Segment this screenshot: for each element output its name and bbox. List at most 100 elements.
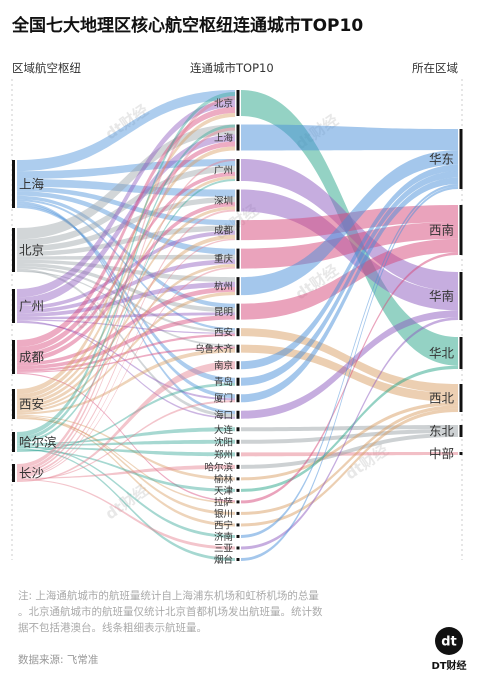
- flow-广州-海口: [17, 320, 235, 419]
- city-label-乌鲁木齐: 乌鲁木齐: [195, 343, 234, 355]
- column-header-regions: 所在区域: [412, 61, 458, 75]
- city-label-济南: 济南: [214, 531, 233, 543]
- brand-name: DT财经: [431, 659, 466, 672]
- flow-成都-西安: [17, 333, 235, 372]
- flow-成都-广州: [17, 172, 235, 358]
- flow-广州-西安: [17, 319, 235, 334]
- flow-长沙-上海: [17, 127, 235, 472]
- city-label-银川: 银川: [214, 508, 233, 520]
- flow-西安-重庆: [17, 263, 235, 411]
- flow-上海-昆明: [17, 195, 235, 309]
- flow-长沙-成都: [17, 238, 235, 477]
- city-node-西宁: [236, 523, 240, 527]
- flow-西安-深圳: [17, 206, 235, 406]
- note-line-1: 注: 上海通航城市的航班量统计自上海浦东机场和虹桥机场的总量: [18, 589, 319, 602]
- city-label-深圳: 深圳: [214, 196, 233, 207]
- city-node-厦门: [236, 394, 240, 403]
- hub-node-北京: [12, 228, 15, 272]
- region-node-华北: [459, 337, 463, 369]
- flow-西安-成都: [17, 234, 235, 409]
- flow-哈尔滨-郑州: [17, 447, 235, 457]
- flow-上海-北京: [17, 90, 235, 172]
- city-to-region-flows: [241, 90, 458, 561]
- city-label-天津: 天津: [214, 486, 234, 497]
- flow-上海-青岛: [17, 205, 235, 384]
- city-node-沈阳: [236, 439, 240, 444]
- flow-上海-厦门: [17, 203, 235, 399]
- flow-青岛-华东: [241, 171, 458, 386]
- hub-node-西安: [12, 389, 15, 419]
- flow-上海-广州: [17, 159, 235, 179]
- note-line-3: 据不包括港澳台。线条粗细表示航班量。: [18, 621, 207, 634]
- flow-广州-北京: [17, 100, 235, 298]
- flow-拉萨-西南: [241, 252, 458, 504]
- region-label-中部: 中部: [429, 446, 454, 461]
- flow-北京-乌鲁木齐: [17, 270, 235, 347]
- city-label-重庆: 重庆: [214, 253, 234, 265]
- flow-广州-上海: [17, 134, 235, 306]
- city-node-三亚: [236, 546, 240, 550]
- city-label-海口: 海口: [214, 409, 233, 421]
- region-label-东北: 东北: [429, 424, 455, 439]
- city-node-上海: [236, 124, 240, 151]
- city-node-榆林: [236, 477, 240, 481]
- city-label-哈尔滨: 哈尔滨: [204, 461, 233, 473]
- hub-node-上海: [12, 160, 15, 208]
- flow-哈尔滨-沈阳: [17, 439, 235, 446]
- region-label-西南: 西南: [429, 223, 454, 238]
- hub-label-长沙: 长沙: [19, 466, 45, 481]
- flow-西安-上海: [17, 146, 235, 399]
- flow-长沙-北京: [17, 96, 235, 469]
- brand-logo-circle: [435, 627, 463, 655]
- flow-三亚-华南: [241, 317, 458, 550]
- city-node-乌鲁木齐: [236, 344, 240, 353]
- brand-logo-glyph: dt: [441, 635, 457, 650]
- flow-长沙-哈尔滨: [17, 464, 235, 479]
- city-label-南京: 南京: [214, 360, 233, 372]
- flow-上海-成都: [17, 186, 235, 226]
- column-header-hubs: 区域航空枢纽: [12, 61, 81, 75]
- flow-哈尔滨-广州: [17, 179, 235, 444]
- hub-label-上海: 上海: [19, 177, 45, 192]
- hub-node-广州: [12, 289, 15, 323]
- city-node-济南: [236, 534, 240, 538]
- city-node-杭州: [236, 277, 240, 296]
- city-node-海口: [236, 410, 240, 419]
- flow-西安-拉萨: [17, 417, 235, 504]
- note-line-2: 。北京通航城市的航班量仅统计北京首都机场发出航班量。统计数: [18, 605, 323, 618]
- flow-重庆-西南: [241, 221, 458, 269]
- region-node-中部: [459, 452, 463, 455]
- hub-to-city-flows: [17, 90, 235, 561]
- city-node-昆明: [236, 303, 240, 320]
- city-node-郑州: [236, 452, 240, 457]
- city-label-广州: 广州: [214, 165, 233, 177]
- brand-logo: dt DT财经: [431, 627, 467, 672]
- city-node-天津: [236, 488, 240, 492]
- city-node-西安: [236, 328, 240, 337]
- hub-label-北京: 北京: [19, 243, 44, 258]
- flow-北京-深圳: [17, 196, 235, 252]
- flow-哈尔滨-济南: [17, 445, 235, 538]
- hub-node-哈尔滨: [12, 432, 15, 452]
- flow-郑州-中部: [241, 452, 458, 457]
- flow-西安-北京: [17, 113, 235, 395]
- flow-广州-重庆: [17, 259, 235, 314]
- city-label-北京: 北京: [214, 98, 233, 110]
- flow-长沙-重庆: [17, 267, 235, 478]
- city-node-广州: [236, 159, 240, 182]
- region-node-华南: [459, 272, 463, 320]
- city-node-烟台: [236, 558, 240, 561]
- flow-烟台-华东: [241, 186, 458, 561]
- flow-北京-海口: [17, 268, 235, 418]
- flow-广州-厦门: [17, 321, 235, 401]
- flow-哈尔滨-天津: [17, 449, 235, 492]
- city-label-大连: 大连: [214, 424, 234, 436]
- flow-上海-西安: [17, 199, 235, 331]
- region-label-西北: 西北: [429, 391, 455, 406]
- flow-厦门-华东: [241, 177, 458, 403]
- city-node-南京: [236, 361, 240, 370]
- city-node-北京: [236, 90, 240, 116]
- flow-哈尔滨-大连: [17, 427, 235, 445]
- node-layer: [12, 90, 463, 561]
